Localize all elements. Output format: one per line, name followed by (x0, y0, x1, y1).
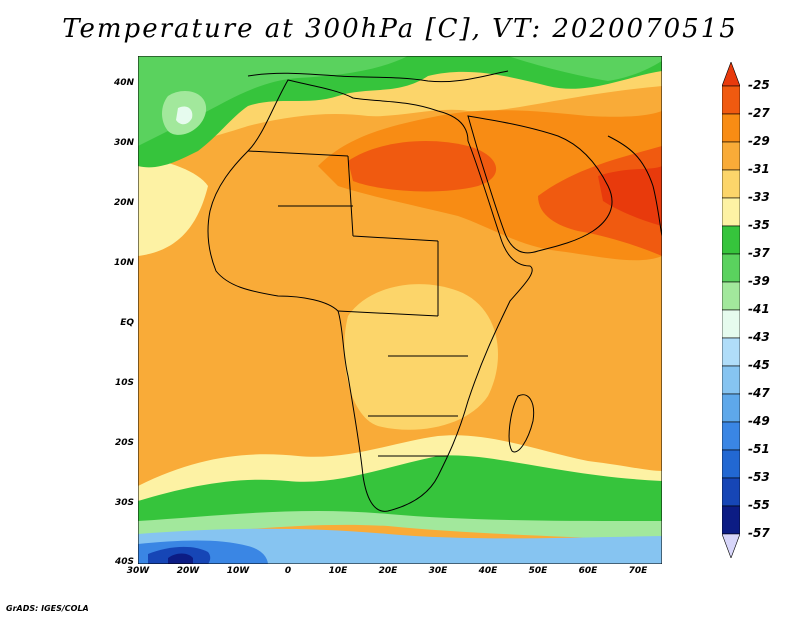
colorbar-level-label: -47 (748, 386, 770, 400)
temp-fill-hot-core (348, 141, 497, 192)
colorbar-level-label: -33 (748, 190, 770, 204)
colorbar-swatch (722, 85, 740, 115)
temp-fill-south-cyan (138, 528, 662, 564)
lat-label-eq: EQ (120, 318, 134, 328)
africa-coastline (207, 79, 533, 512)
temp-fill-south-green (138, 445, 662, 526)
temp-fill-north-green (138, 56, 662, 168)
temp-fill-hottest (598, 166, 662, 226)
lon-label-10w: 10W (226, 566, 250, 576)
lon-label-40e: 40E (478, 566, 498, 576)
india-coast (607, 135, 662, 237)
colorbar-swatch (722, 253, 740, 283)
colorbar-swatch (722, 281, 740, 311)
temp-fill-west-paleyellow (138, 156, 208, 256)
lat-label-30n: 30N (113, 138, 134, 148)
colorbar-swatch (722, 113, 740, 143)
colorbar-level-label: -53 (748, 470, 770, 484)
lat-label-20n: 20N (113, 198, 134, 208)
colorbar-top-triangle (722, 62, 740, 87)
colorbar-level-label: -57 (748, 526, 770, 540)
lat-label-20s: 20S (114, 438, 134, 448)
temperature-map (138, 56, 662, 564)
colorbar-level-label: -55 (748, 498, 770, 512)
colorbar-level-label: -51 (748, 442, 770, 456)
lat-label-40n: 40N (113, 78, 134, 88)
lon-label-50e: 50E (528, 566, 548, 576)
temp-fill-ne-green (508, 56, 662, 81)
lon-label-30w: 30W (126, 566, 150, 576)
colorbar-swatch (722, 337, 740, 367)
colorbar (722, 62, 740, 558)
temp-fill-north-lightgreen (138, 56, 408, 146)
colorbar-swatch (722, 309, 740, 339)
lon-label-30e: 30E (428, 566, 448, 576)
colorbar-level-label: -41 (748, 302, 770, 316)
colorbar-level-label: -35 (748, 218, 770, 232)
colorbar-level-label: -49 (748, 414, 770, 428)
temp-fill-central-yellow (344, 284, 498, 430)
lon-label-20w: 20W (176, 566, 200, 576)
colorbar-swatch (722, 477, 740, 507)
colorbar-level-label: -27 (748, 106, 770, 120)
colorbar-swatch (722, 169, 740, 199)
border-lines (247, 150, 468, 457)
colorbar-level-label: -39 (748, 274, 770, 288)
temp-fill-south-lightgreen (138, 511, 662, 541)
temp-fill-south-paleyellow (138, 435, 662, 501)
colorbar-swatch (722, 197, 740, 227)
lon-label-20e: 20E (378, 566, 398, 576)
colorbar-swatch (722, 393, 740, 423)
colorbar-swatch (722, 365, 740, 395)
colorbar-level-label: -31 (748, 162, 770, 176)
colorbar-level-label: -37 (748, 246, 770, 260)
colorbar-swatch (722, 141, 740, 171)
lon-label-70e: 70E (628, 566, 648, 576)
colorbar-swatch (722, 421, 740, 451)
madagascar (508, 394, 535, 453)
lat-label-10s: 10S (114, 378, 134, 388)
colorbar-swatch (722, 449, 740, 479)
lon-label-10e: 10E (328, 566, 348, 576)
footer-credit: GrADS: IGES/COLA (6, 604, 89, 613)
temp-fill-south-coldest (168, 553, 193, 564)
lon-label-60e: 60E (578, 566, 598, 576)
lat-label-40s: 40S (114, 557, 134, 567)
colorbar-swatch (722, 225, 740, 255)
temp-fill-cold-core (176, 106, 193, 125)
colorbar-level-label: -43 (748, 330, 770, 344)
map-title: Temperature at 300hPa [C], VT: 202007051… (62, 14, 738, 44)
colorbar-level-label: -45 (748, 358, 770, 372)
colorbar-level-label: -25 (748, 78, 770, 92)
colorbar-swatch (722, 505, 740, 535)
colorbar-level-label: -29 (748, 134, 770, 148)
arabia-coastline (467, 115, 613, 254)
lat-label-30s: 30S (114, 498, 134, 508)
lat-label-10n: 10N (113, 258, 134, 268)
colorbar-bottom-triangle (722, 533, 740, 558)
lon-label-0: 0 (284, 566, 292, 576)
europe-coast (247, 70, 509, 83)
